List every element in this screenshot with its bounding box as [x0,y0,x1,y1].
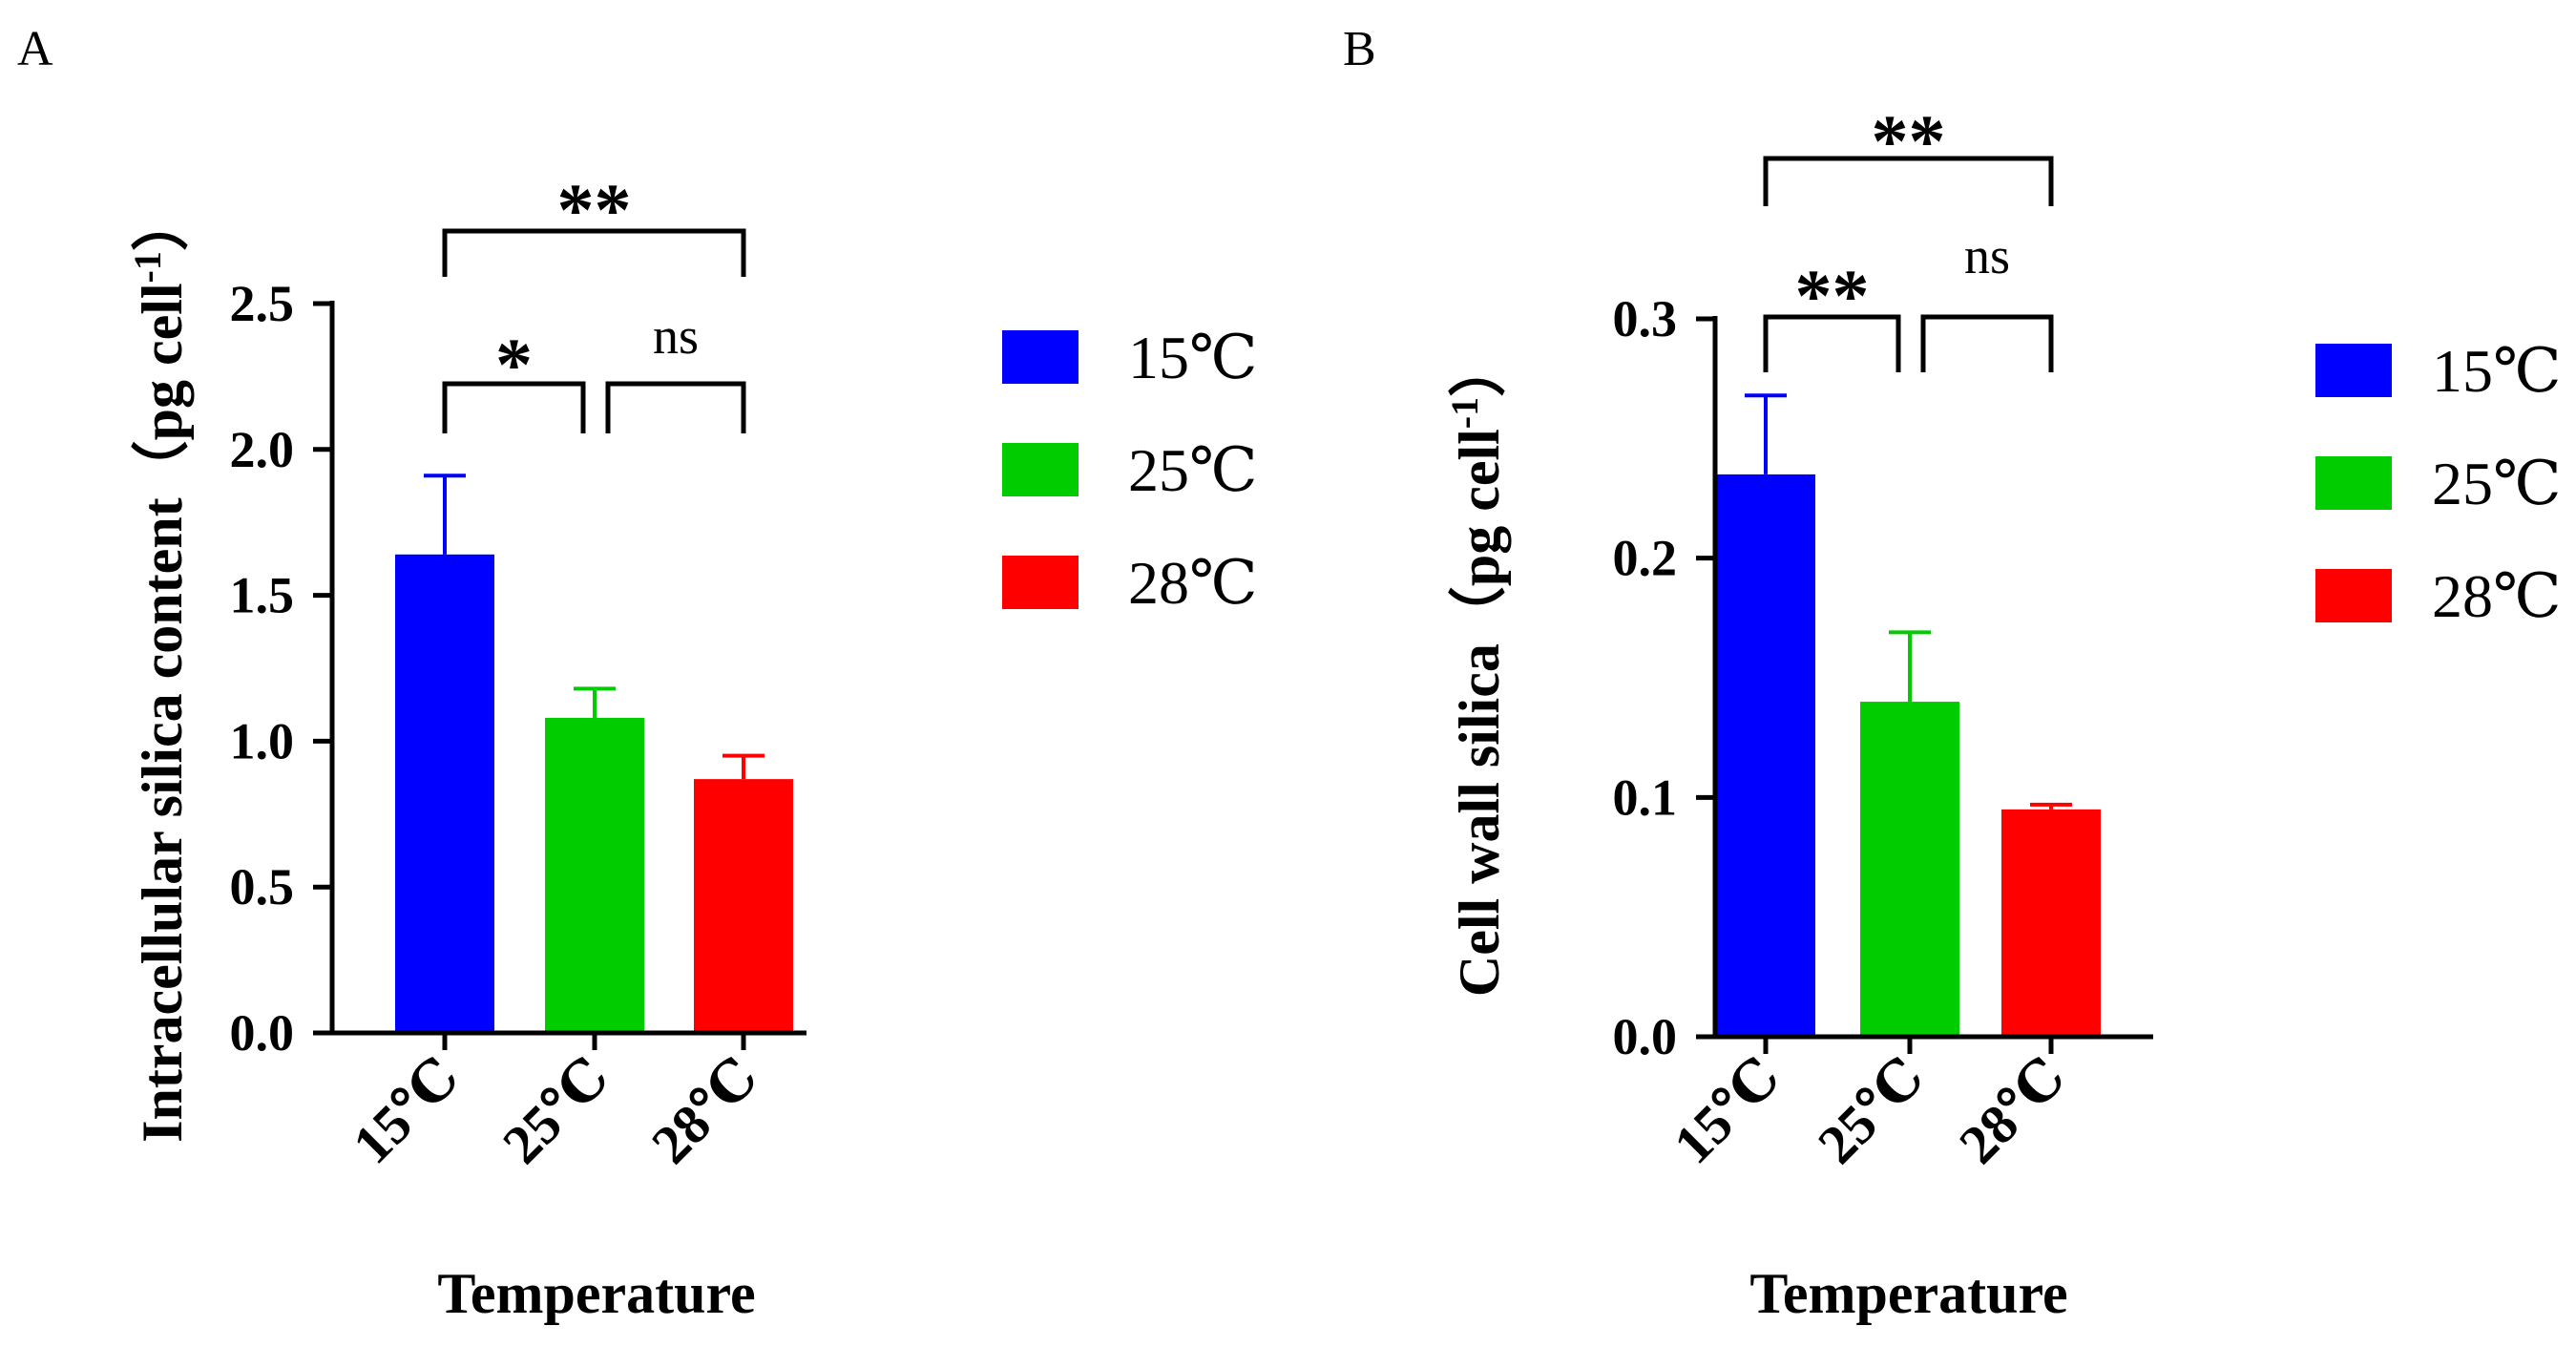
panel-a: A0.00.51.01.52.02.515℃ 25℃ 28℃TemperatureI… [17,22,1258,1325]
x-axis-title: Temperature [1749,1262,2067,1325]
legend-label: 15℃ [2432,337,2562,405]
x-category-label: 15℃ [341,1045,471,1175]
y-tick-label: 1.0 [230,712,295,769]
bar [395,554,494,1033]
y-tick-label: 2.5 [230,275,295,332]
x-category-label: 28℃ [1947,1045,2077,1175]
y-tick-label: 1.5 [230,567,295,624]
legend-label: 15℃ [1128,324,1258,391]
bar [1860,702,1959,1037]
legend-swatch [2315,456,2392,510]
panel-letter: B [1343,22,1376,76]
legend-label: 28℃ [1128,549,1258,617]
legend-swatch [2315,344,2392,397]
x-category-label: 25℃ [491,1045,620,1175]
y-tick-label: 0.0 [1613,1008,1678,1065]
significance-label: ns [653,307,699,365]
significance-bracket [605,381,746,433]
legend-label: 28℃ [2432,562,2562,630]
bar [1716,474,1815,1037]
bar [2001,809,2101,1037]
significance-label: ** [1872,99,1946,182]
legend-swatch [1002,556,1079,609]
significance-label: ** [557,168,632,251]
significance-bracket [1920,314,2054,372]
y-tick-label: 0.3 [1613,290,1678,347]
significance-label: ** [1795,254,1870,337]
legend-swatch [1002,330,1079,384]
significance-bracket [442,228,746,277]
x-category-label: 28℃ [639,1045,769,1175]
legend-swatch [2315,569,2392,622]
y-axis-title: Intracellular silica content（pg cell-1） [126,194,194,1143]
legend-label: 25℃ [1128,436,1258,504]
x-axis-title: Temperature [437,1262,755,1325]
y-tick-label: 0.5 [230,858,295,916]
significance-bracket [1763,156,2054,206]
x-category-label: 15℃ [1662,1045,1791,1175]
bar [545,717,644,1033]
y-tick-label: 2.0 [230,421,295,478]
bar [694,779,793,1033]
y-tick-label: 0.2 [1613,530,1678,587]
legend-swatch [1002,443,1079,496]
panel-letter: A [17,22,53,76]
y-tick-label: 0.0 [230,1004,295,1062]
y-axis-title: Cell wall silica（pg cell-1） [1443,340,1511,997]
significance-label: ns [1964,227,2010,284]
legend-label: 25℃ [2432,450,2562,517]
x-category-label: 25℃ [1806,1045,1936,1175]
y-tick-label: 0.1 [1613,768,1678,826]
significance-bracket [442,381,586,433]
significance-bracket [1763,314,1901,372]
significance-label: * [495,323,533,406]
